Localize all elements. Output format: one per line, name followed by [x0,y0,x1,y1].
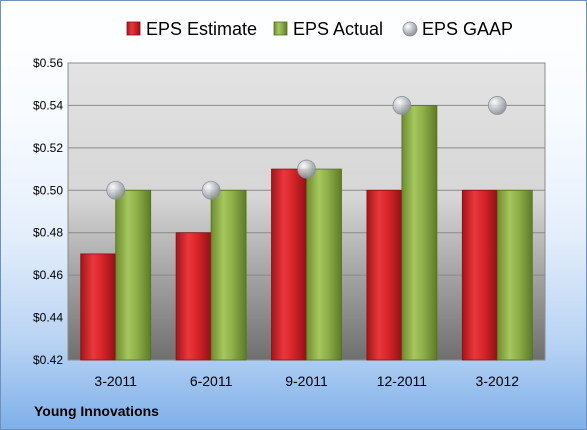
bar-eps-actual [401,105,438,361]
x-axis: 3-2011 6-2011 9-2011 12-2011 3-2012 [94,373,519,389]
legend: EPS Estimate EPS Actual EPS GAAP [126,19,513,39]
y-tick-label: $0.52 [33,141,63,155]
y-tick-label: $0.44 [33,311,63,325]
y-tick-label: $0.54 [33,98,63,112]
marker-eps-gaap [106,180,126,200]
x-tick-label: 3-2012 [476,373,520,389]
bar-eps-actual [115,189,152,361]
bar-eps-actual [306,168,342,361]
bar-eps-estimate [80,253,117,361]
y-tick-label: $0.50 [33,183,63,197]
x-tick-label: 9-2011 [285,373,328,389]
x-tick-label: 3-2011 [94,373,137,389]
bar-eps-estimate [175,232,212,361]
y-tick-label: $0.46 [33,268,63,282]
marker-eps-gaap [392,96,412,115]
bar-eps-estimate [271,168,307,361]
legend-label: EPS GAAP [422,19,513,39]
legend-swatch-eps-estimate [126,21,141,36]
legend-swatch-eps-gaap [402,21,418,37]
bar-eps-estimate [366,189,403,361]
marker-eps-gaap [297,159,316,179]
legend-label: EPS Actual [293,19,383,39]
chart-marks [80,96,533,361]
y-tick-label: $0.42 [33,353,63,367]
legend-label: EPS Estimate [146,19,257,39]
y-tick-label: $0.56 [33,56,63,70]
marker-eps-gaap [201,180,221,200]
x-tick-label: 6-2011 [190,373,233,389]
y-tick-label: $0.48 [33,226,63,240]
x-tick-label: 12-2011 [377,373,428,389]
bar-eps-actual [496,189,533,361]
bar-eps-actual [210,189,247,361]
bar-eps-estimate [461,189,498,361]
company-name: Young Innovations [34,403,159,419]
legend-swatch-eps-actual [273,21,288,36]
marker-eps-gaap [487,96,507,115]
y-axis: $0.42 $0.44 $0.46 $0.48 $0.50 $0.52 $0.54 $0.56 [33,56,63,367]
